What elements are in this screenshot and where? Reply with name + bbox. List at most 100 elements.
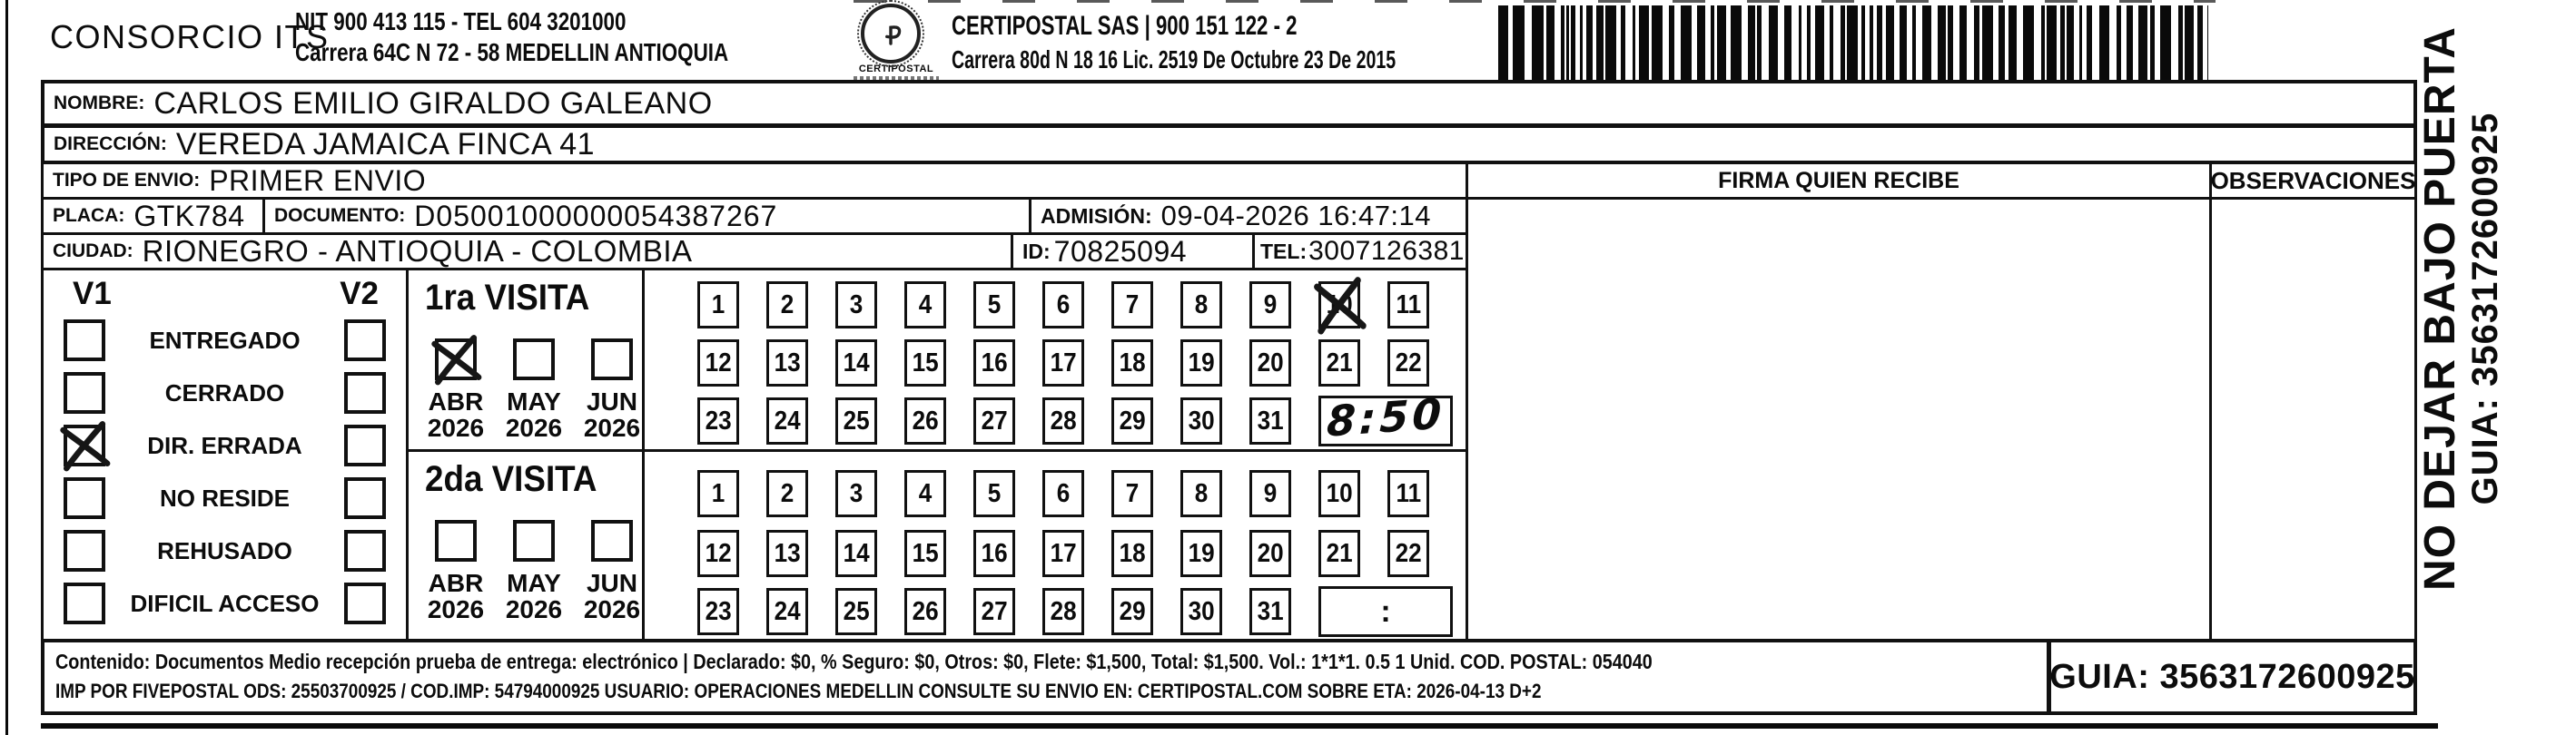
day-number: 31: [1257, 596, 1284, 626]
day-number: 24: [774, 596, 801, 626]
barcode-bar: [1815, 5, 1824, 80]
company-name: CONSORCIO ITS: [50, 18, 330, 55]
visit2-day-5: 5: [973, 470, 1015, 517]
barcode-bar: [1982, 5, 1993, 80]
status-option-label: DIR. ERRADA: [147, 431, 302, 459]
checkbox-v2-entregado: [344, 319, 386, 361]
status-option-label: REHUSADO: [157, 536, 292, 564]
barcode-bar: [1561, 5, 1564, 80]
day-number: 24: [774, 406, 801, 436]
day-number: 13: [774, 538, 801, 568]
day-row: 23 24 25 26 27 28 29 30 31:8:50: [697, 388, 1453, 446]
cell-placa: PLACA: GTK784: [41, 197, 265, 235]
visit1-day-15: 15: [904, 339, 946, 387]
day-number: 16: [981, 348, 1008, 377]
status-box: V1 V2 ENTREGADO CERRADO DIR. ERRADA NO RESI…: [41, 268, 409, 642]
visit2-day-27: 27: [973, 588, 1015, 635]
day-number: 16: [981, 538, 1008, 568]
day-number: 7: [1125, 289, 1140, 319]
barcode-bar: [2067, 5, 2074, 80]
month-label: MAY: [507, 387, 561, 416]
visit1-day-19: 19: [1180, 339, 1222, 387]
footer-imp-line: IMP POR FIVEPOSTAL ODS: 25503700925 / CO…: [55, 680, 1542, 702]
barcode-bar: [1513, 5, 1525, 80]
cell-tipo-envio: TIPO DE ENVIO: PRIMER ENVIO: [41, 162, 1468, 200]
barcode-bar: [1757, 5, 1762, 80]
ciudad-value: RIONEGRO - ANTIOQUIA - COLOMBIA: [142, 234, 693, 268]
bottom-scan-line: [41, 723, 2438, 729]
day-number: 19: [1188, 538, 1215, 568]
day-number: 30: [1188, 406, 1215, 436]
v2-column-label: V2: [340, 276, 379, 311]
status-option-label: DIFICIL ACCESO: [130, 589, 320, 617]
postal-address-line: Carrera 80d N 18 16 Lic. 2519 De Octubre…: [952, 45, 1397, 74]
barcode-bar: [1877, 5, 1882, 80]
company-address-line: Carrera 64C N 72 - 58 MEDELLIN ANTIOQUIA: [295, 38, 729, 66]
visit1-day-11: 11: [1387, 281, 1429, 328]
visit1-month-jun: JUN 2026: [583, 338, 641, 443]
barcode-bar: [2023, 5, 2034, 80]
visit1-day-grid: 1 2 3 4 5 6 7 8 9 10 11 12 13 14 15 16 17 18 19 20 21 22 23 24 2…: [642, 268, 1468, 452]
barcode-bar: [2150, 5, 2155, 80]
visit2-month-abr: ABR 2026: [427, 520, 485, 624]
logo-glyph-icon: [885, 25, 902, 45]
day-number: 28: [1050, 406, 1077, 436]
barcode-bar: [2008, 5, 2017, 80]
visit1-day-1: 1: [697, 281, 739, 328]
barcode-bar: [1784, 5, 1791, 80]
visit1-day-6: 6: [1042, 281, 1084, 328]
day-number: 21: [1326, 348, 1353, 377]
visit2-day-8: 8: [1180, 470, 1222, 517]
day-number: 9: [1263, 289, 1278, 319]
visit1-day-10: 10: [1314, 277, 1367, 335]
visit1-day-28: 28: [1042, 397, 1084, 445]
visit2-day-16: 16: [973, 530, 1015, 577]
barcode-bar: [1974, 5, 1979, 80]
handwritten-x-icon: [1314, 277, 1367, 335]
barcode-bar: [2117, 5, 2121, 80]
footer-content-line: Contenido: Documentos Medio recepción pr…: [55, 650, 1653, 673]
status-row-rehusado: REHUSADO: [54, 530, 395, 572]
visit2-month-may: MAY 2026: [505, 520, 563, 624]
visit2-day-4: 4: [904, 470, 946, 517]
row-direccion: DIRECCIÓN: VEREDA JAMAICA FINCA 41: [41, 124, 2417, 164]
visit2-day-18: 18: [1111, 530, 1153, 577]
day-number: 23: [705, 406, 732, 436]
day-number: 7: [1125, 478, 1140, 508]
admision-label: ADMISIÓN:: [1041, 203, 1152, 228]
barcode-bar: [2079, 5, 2082, 80]
barcode-bar: [1799, 5, 1801, 80]
barcode-bar: [1948, 5, 1953, 80]
barcode-bar: [1532, 5, 1544, 80]
barcode-space: [2092, 5, 2099, 80]
barcode-bar: [1586, 5, 1593, 80]
month-label: ABR: [428, 387, 484, 416]
day-number: 31: [1257, 406, 1284, 436]
visit1-month-checkbox-jun: [591, 338, 633, 380]
day-number: 4: [918, 478, 933, 508]
nombre-value: CARLOS EMILIO GIRALDO GALEANO: [153, 85, 713, 121]
barcode-bar: [2160, 5, 2171, 80]
barcode-bar: [2047, 5, 2057, 80]
day-number: 10: [1326, 478, 1353, 508]
day-number: 15: [912, 348, 939, 377]
barcode-bar: [1938, 5, 1946, 80]
side-note-guia: GUIA: 3563172600925: [2465, 112, 2505, 505]
barcode-space: [1967, 5, 1974, 80]
barcode-space: [1625, 5, 1633, 80]
visit2-time-box: :: [1318, 586, 1453, 637]
checkbox-v1-entregado: [64, 319, 105, 361]
barcode-bar: [1717, 5, 1726, 80]
barcode-space: [1778, 5, 1784, 80]
visit1-day-12: 12: [697, 339, 739, 387]
day-number: 18: [1119, 348, 1146, 377]
month-label: ABR: [428, 569, 484, 597]
handwritten-time: 8:50: [1326, 388, 1446, 446]
month-year: 2026: [505, 595, 563, 624]
month-label: JUN: [586, 569, 637, 597]
day-number: 3: [849, 289, 864, 319]
day-number: 18: [1119, 538, 1146, 568]
barcode-bar: [1566, 5, 1569, 80]
barcode-bar: [1605, 5, 1616, 80]
day-number: 25: [843, 406, 870, 436]
